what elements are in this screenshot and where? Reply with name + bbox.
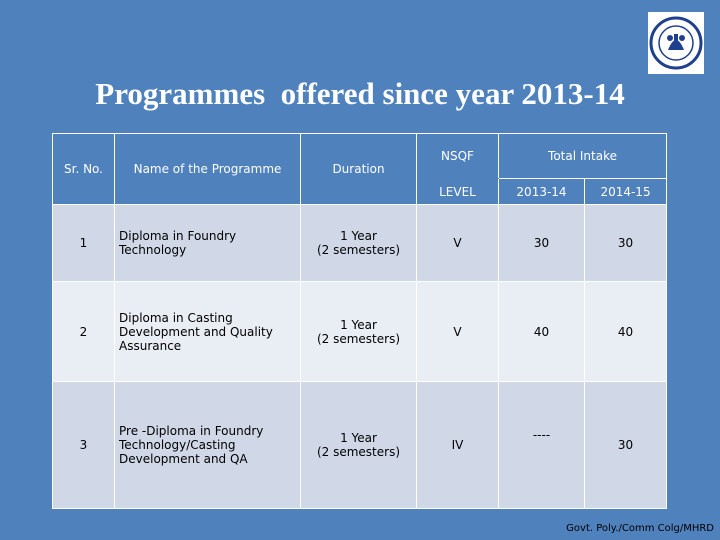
footer-credit: Govt. Poly./Comm Colg/MHRD <box>566 523 714 534</box>
intake-2013-cell: 40 <box>498 281 585 382</box>
duration-years: 1 Year <box>340 431 377 445</box>
institute-logo <box>648 12 704 74</box>
sr-no-cell: 2 <box>52 281 115 382</box>
duration-semesters: (2 semesters) <box>316 331 401 346</box>
subheader-row: LEVEL 2013-14 2014-15 <box>53 178 668 205</box>
duration-semesters: (2 semesters) <box>316 243 401 257</box>
header-year-2014: 2014-15 <box>583 178 668 205</box>
header-programme: Name of the Programme <box>114 133 301 205</box>
duration-years: 1 Year <box>340 317 377 332</box>
programmes-table: Sr. No. Name of the Programme Duration N… <box>52 133 668 509</box>
header-sr-no: Sr. No. <box>52 133 115 205</box>
table-row: 1 Diploma in Foundry Technology 1 Year (… <box>52 204 668 282</box>
header-row: Sr. No. Name of the Programme Duration N… <box>52 133 668 205</box>
slide-title: Programmes offered since year 2013-14 <box>95 76 625 111</box>
duration-years: 1 Year <box>340 229 377 243</box>
level-cell: V <box>416 204 499 282</box>
programme-cell: Diploma in Foundry Technology <box>114 204 301 282</box>
duration-cell: 1 Year (2 semesters) <box>300 281 417 382</box>
sr-no-cell: 1 <box>52 204 115 282</box>
intake-2014-cell: 30 <box>583 204 668 282</box>
institute-emblem-icon <box>649 16 703 70</box>
table-row: 2 Diploma in Casting Development and Qua… <box>52 281 668 382</box>
header-nsqf: NSQF <box>416 133 499 179</box>
intake-2013-cell: ---- <box>498 381 585 509</box>
level-cell: IV <box>416 381 499 509</box>
duration-semesters: (2 semesters) <box>316 445 401 459</box>
programme-cell: Pre -Diploma in Foundry Technology/Casti… <box>114 381 301 509</box>
table-row: 3 Pre -Diploma in Foundry Technology/Cas… <box>52 381 668 509</box>
programme-cell: Diploma in Casting Development and Quali… <box>114 281 301 382</box>
level-cell: V <box>416 281 499 382</box>
header-year-2013: 2013-14 <box>498 178 585 205</box>
sr-no-cell: 3 <box>52 381 115 509</box>
duration-cell: 1 Year (2 semesters) <box>300 204 417 282</box>
header-level: LEVEL <box>416 178 499 205</box>
header-duration: Duration <box>300 133 417 205</box>
intake-2014-cell: 40 <box>583 281 668 382</box>
intake-2013-cell: 30 <box>498 204 585 282</box>
duration-cell: 1 Year (2 semesters) <box>300 381 417 509</box>
intake-2014-cell: 30 <box>583 381 668 509</box>
header-total-intake: Total Intake <box>497 133 668 179</box>
